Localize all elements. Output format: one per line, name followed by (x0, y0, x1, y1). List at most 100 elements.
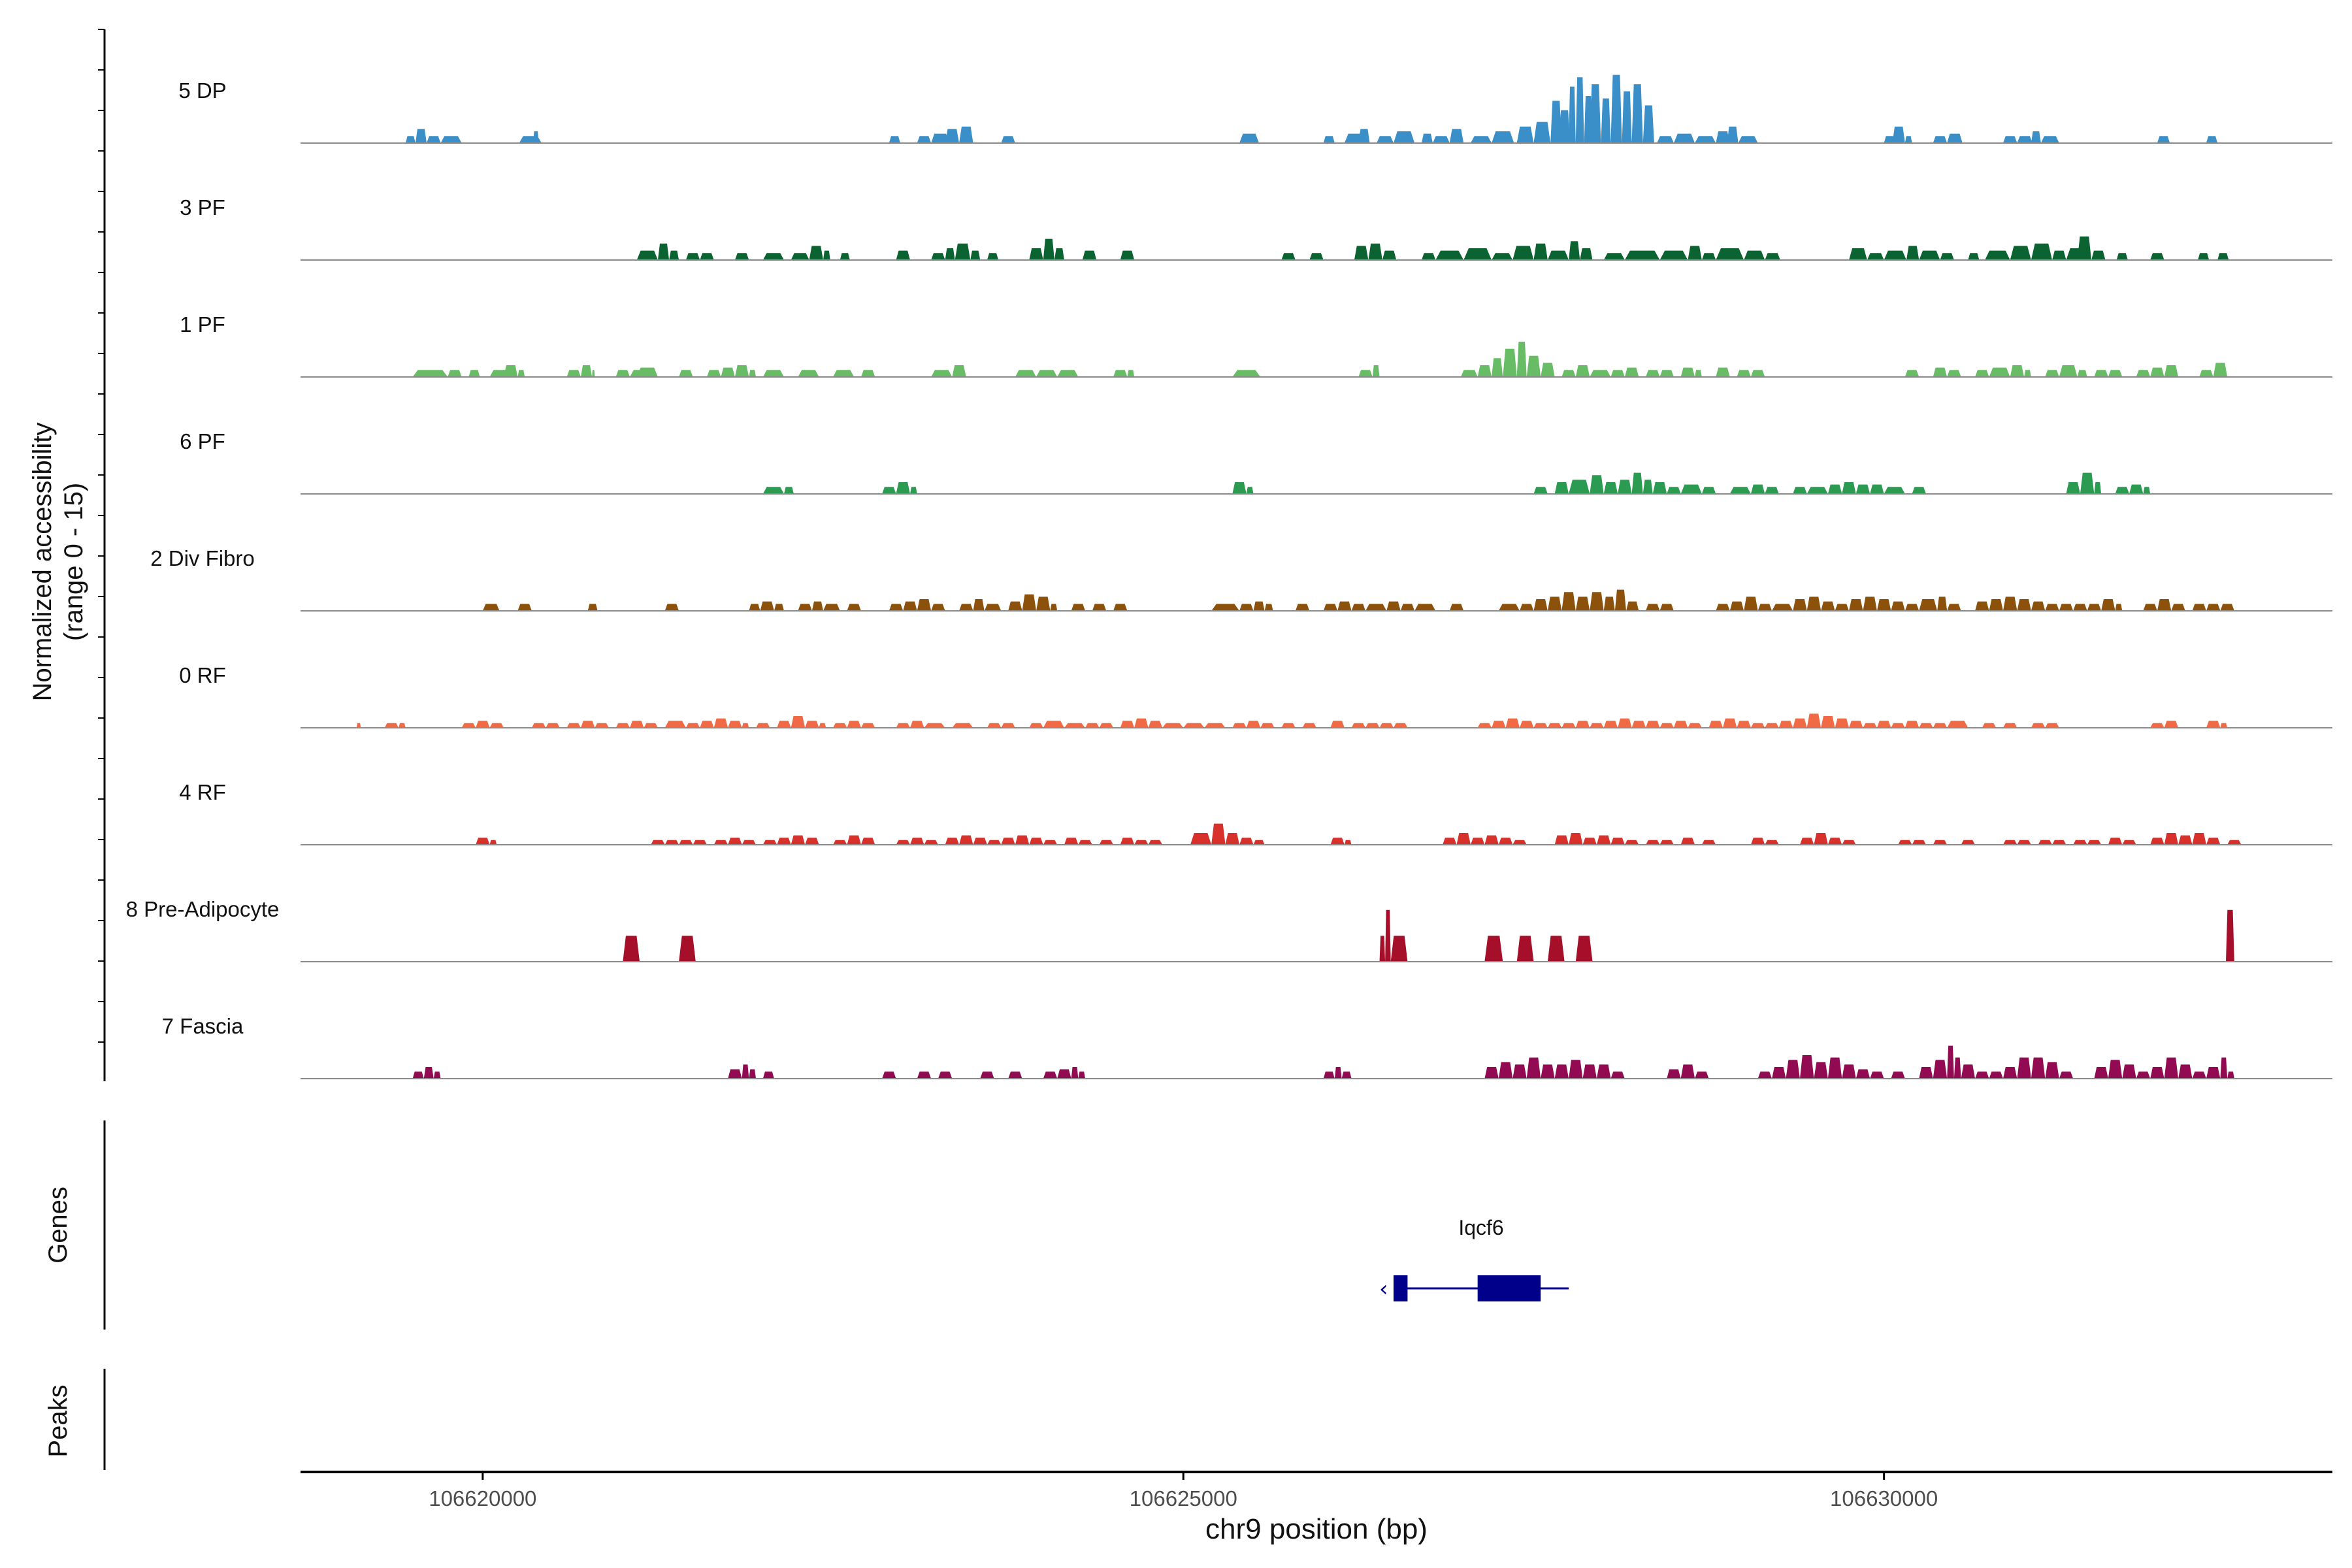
coverage-segment (860, 723, 875, 728)
coverage-segment (2002, 596, 2017, 611)
x-axis-tick-label: 106630000 (1830, 1486, 1938, 1511)
coverage-segment (860, 370, 875, 377)
coverage-segment (1603, 253, 1625, 260)
coverage-segment (636, 367, 658, 377)
coverage-segment (580, 365, 593, 377)
coverage-segment (1449, 604, 1464, 611)
coverage-segment (791, 253, 809, 260)
coverage-segment (2227, 840, 2242, 845)
coverage-segment (657, 243, 670, 260)
coverage-segment (1022, 594, 1037, 611)
coverage-segment (1863, 723, 1877, 728)
coverage-segment (1071, 604, 1086, 611)
coverage-segment (1253, 601, 1265, 611)
track-5-dp: 5 DP (178, 74, 2332, 144)
coverage-segment (1842, 1064, 1856, 1079)
coverage-segment (1708, 721, 1723, 728)
track-4-rf: 4 RF (179, 780, 2332, 845)
coverage-segment (1610, 1071, 1625, 1079)
coverage-segment (774, 604, 784, 611)
coverage-segment (476, 838, 490, 845)
coverage-segment (1050, 604, 1058, 611)
coverage-segment (1603, 596, 1615, 611)
coverage-segment (1463, 248, 1492, 260)
coverage-segment (1947, 604, 1961, 611)
track-label: 6 PF (180, 429, 225, 453)
coverage-segment (1729, 487, 1751, 494)
coverage-segment (1750, 838, 1765, 845)
coverage-segment (1516, 342, 1527, 377)
coverage-segment (2059, 365, 2078, 377)
coverage-segment (1575, 936, 1593, 962)
coverage-segment (1870, 484, 1884, 494)
coverage-segment (2052, 250, 2066, 260)
coverage-segment (399, 723, 406, 728)
coverage-segment (2198, 253, 2210, 260)
coverage-segment (1610, 74, 1622, 143)
coverage-segment (1695, 136, 1716, 143)
coverage-segment (1723, 718, 1737, 728)
coverage-segment (1001, 838, 1015, 845)
coverage-segment (1716, 131, 1730, 143)
coverage-segment (2192, 604, 2206, 611)
coverage-segment (440, 136, 462, 143)
coverage-segment (728, 1069, 742, 1079)
coverage-segment (476, 721, 490, 728)
coverage-segment (1933, 136, 1948, 143)
coverage-segment (1646, 370, 1660, 377)
coverage-segment (896, 482, 910, 494)
coverage-segment (2002, 723, 2017, 728)
coverage-segment (1793, 487, 1807, 494)
coverage-segment (533, 131, 539, 143)
coverage-segment (2059, 604, 2074, 611)
coverage-segment (1849, 599, 1863, 611)
coverage-segment (1148, 721, 1163, 728)
coverage-segment (777, 838, 791, 845)
coverage-segment (1354, 246, 1369, 260)
coverage-segment (1113, 370, 1128, 377)
coverage-segment (1029, 723, 1043, 728)
coverage-segment (2077, 237, 2092, 260)
coverage-segment (1806, 596, 1821, 611)
coverage-segment (664, 721, 686, 728)
coverage-segment (2031, 723, 2046, 728)
coverage-segment (1008, 601, 1022, 611)
coverage-segment (1680, 838, 1695, 845)
coverage-segment (1937, 596, 1948, 611)
coverage-segment (1757, 1071, 1772, 1079)
coverage-segment (1947, 370, 1961, 377)
coverage-segment (1940, 253, 1954, 260)
coverage-segment (623, 936, 640, 962)
coverage-segment (517, 370, 525, 377)
coverage-segment (1590, 84, 1601, 143)
coverage-segment (1498, 604, 1520, 611)
coverage-segment (1870, 1071, 1884, 1079)
y-axis-title-line2: (range 0 - 15) (59, 483, 88, 641)
coverage-segment (1750, 370, 1765, 377)
coverage-segment (1484, 936, 1503, 962)
coverage-segment (1827, 1057, 1842, 1079)
coverage-segment (1029, 248, 1043, 260)
coverage-segment (664, 604, 679, 611)
coverage-segment (1750, 723, 1765, 728)
coverage-segment (412, 1071, 424, 1079)
coverage-segment (1624, 840, 1639, 845)
coverage-segment (1520, 604, 1534, 611)
coverage-segment (2129, 484, 2144, 494)
coverage-segment (1492, 131, 1514, 143)
coverage-segment (847, 835, 861, 845)
coverage-segment (1618, 480, 1632, 494)
coverage-segment (1891, 723, 1905, 728)
coverage-segment (823, 250, 830, 260)
coverage-segment (1975, 1071, 1989, 1079)
coverage-segment (973, 838, 987, 845)
coverage-segment (783, 487, 794, 494)
coverage-segment (1580, 248, 1593, 260)
coverage-segment (651, 840, 665, 845)
gene-strand-arrow: ‹ (1379, 1276, 1388, 1302)
track-label: 7 Fascia (162, 1014, 244, 1038)
coverage-segment (1365, 723, 1380, 728)
coverage-segment (1057, 1069, 1071, 1079)
coverage-segment (910, 487, 917, 494)
coverage-segment (1113, 604, 1128, 611)
